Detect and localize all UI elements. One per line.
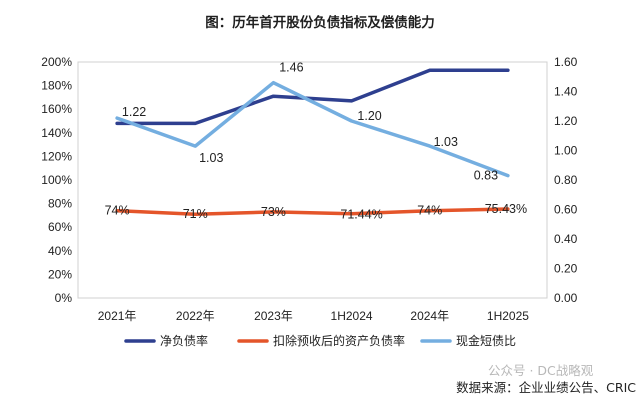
x-tick-label: 2023年 [254,309,293,323]
left-tick-label: 200% [41,55,72,69]
left-tick-label: 60% [48,220,72,234]
data-label: 74% [105,204,130,218]
legend-label-adjusted-liability: 扣除预收后的资产负债率 [273,333,405,348]
series-line-adjusted-liability [115,207,510,216]
x-tick-label: 1H2024 [331,309,373,323]
data-label: 71.44% [340,208,382,222]
data-label: 1.03 [434,135,458,149]
right-tick-label: 1.00 [554,144,578,158]
right-tick-label: 0.80 [554,173,578,187]
watermark: 公众号 · DC战略观 [488,363,594,378]
data-label: 73% [261,205,286,219]
right-tick-label: 0.60 [554,203,578,217]
right-tick-label: 1.20 [554,114,578,128]
data-label: 75.43% [485,202,527,216]
data-labels: 74% 71% 73% 71.44% 74% 75.43% 1.22 1.03 1.46 1.20… [105,61,528,222]
right-axis: 0.00 0.20 0.40 0.60 0.80 1.00 1.20 1.40 1.60 [554,55,578,305]
x-tick-label: 2022年 [176,309,215,323]
right-tick-label: 1.40 [554,85,578,99]
right-tick-label: 1.60 [554,55,578,69]
legend-label-net-debt: 净负债率 [160,333,208,348]
right-tick-label: 0.20 [554,262,578,276]
right-tick-label: 0.40 [554,232,578,246]
x-axis: 2021年 2022年 2023年 1H2024 2024年 1H2025 [98,309,530,323]
legend: 净负债率 扣除预收后的资产负债率 现金短债比 [124,333,516,348]
legend-label-cash-ratio: 现金短债比 [456,333,516,348]
left-tick-label: 20% [48,267,72,281]
x-tick-label: 2024年 [410,309,449,323]
left-tick-label: 0% [55,291,73,305]
left-tick-label: 120% [41,149,72,163]
left-tick-label: 80% [48,197,72,211]
data-label: 1.03 [199,151,223,165]
data-label: 0.83 [474,169,498,183]
data-label: 1.20 [357,109,381,123]
data-label: 1.46 [279,61,303,75]
plot-frame [77,61,548,299]
left-tick-label: 140% [41,126,72,140]
source-note: 数据来源：企业业绩公告、CRIC [456,380,636,395]
left-axis: 0% 20% 40% 60% 80% 100% 120% 140% 160% 180% 200% [41,55,72,305]
x-tick-label: 2021年 [98,309,137,323]
x-tick-label: 1H2025 [487,309,529,323]
data-label: 74% [417,204,442,218]
left-tick-label: 100% [41,173,72,187]
right-tick-label: 0.00 [554,291,578,305]
left-tick-label: 40% [48,244,72,258]
data-label: 1.22 [122,105,146,119]
series-line-net-debt [115,68,510,126]
series-layer [115,68,510,216]
left-tick-label: 160% [41,102,72,116]
chart-title: 图：历年首开股份负债指标及偿债能力 [205,14,435,31]
left-tick-label: 180% [41,79,72,93]
series-line-cash-ratio [115,80,510,178]
data-label: 71% [183,207,208,221]
